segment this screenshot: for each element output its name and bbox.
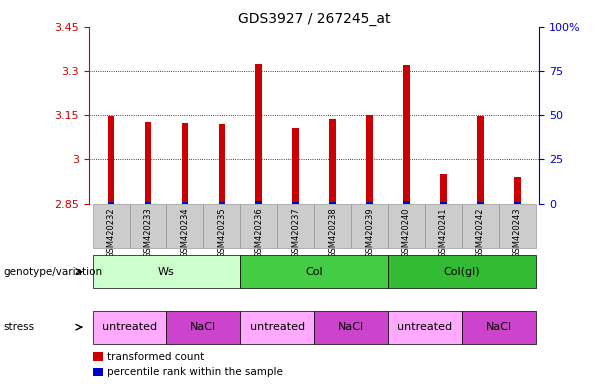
Text: GSM420238: GSM420238 <box>328 207 337 258</box>
Text: GSM420242: GSM420242 <box>476 207 485 258</box>
Bar <box>329 202 336 204</box>
Text: Col: Col <box>305 266 323 277</box>
Bar <box>366 202 373 204</box>
Bar <box>292 202 299 204</box>
Bar <box>240 204 277 248</box>
Bar <box>181 123 188 204</box>
Text: GSM420235: GSM420235 <box>218 207 226 258</box>
Bar <box>314 311 388 344</box>
Bar <box>403 201 410 204</box>
Bar <box>108 116 115 204</box>
Text: GSM420237: GSM420237 <box>291 207 300 258</box>
Bar <box>181 202 188 204</box>
Text: GSM420234: GSM420234 <box>180 207 189 258</box>
Text: percentile rank within the sample: percentile rank within the sample <box>107 367 283 377</box>
Text: NaCl: NaCl <box>338 322 364 333</box>
Text: genotype/variation: genotype/variation <box>3 266 102 277</box>
Text: stress: stress <box>3 322 34 333</box>
Text: NaCl: NaCl <box>485 322 512 333</box>
Bar <box>314 204 351 248</box>
Text: transformed count: transformed count <box>107 352 204 362</box>
Bar <box>403 65 410 204</box>
Text: GSM420241: GSM420241 <box>439 207 448 258</box>
Bar <box>256 201 262 204</box>
Text: GSM420236: GSM420236 <box>254 207 263 258</box>
Bar <box>240 255 388 288</box>
Text: Col(gl): Col(gl) <box>444 266 480 277</box>
Text: GSM420243: GSM420243 <box>513 207 522 258</box>
Text: untreated: untreated <box>102 322 157 333</box>
Bar <box>388 311 462 344</box>
Bar <box>366 115 373 204</box>
Bar <box>93 204 129 248</box>
Bar <box>514 202 520 204</box>
Bar <box>388 255 536 288</box>
Bar <box>477 202 484 204</box>
Bar <box>440 202 447 204</box>
Bar <box>514 177 520 204</box>
Text: GSM420232: GSM420232 <box>107 207 115 258</box>
Bar <box>218 124 225 204</box>
Bar <box>440 174 447 204</box>
Bar <box>462 204 499 248</box>
Title: GDS3927 / 267245_at: GDS3927 / 267245_at <box>238 12 390 26</box>
Text: NaCl: NaCl <box>190 322 216 333</box>
Bar <box>351 204 388 248</box>
Bar <box>93 311 167 344</box>
Text: untreated: untreated <box>397 322 452 333</box>
Text: Ws: Ws <box>158 266 175 277</box>
Bar <box>256 64 262 204</box>
Bar <box>240 311 314 344</box>
Bar <box>277 204 314 248</box>
Text: untreated: untreated <box>249 322 305 333</box>
Bar <box>499 204 536 248</box>
Text: GSM420239: GSM420239 <box>365 207 374 258</box>
Bar <box>93 255 240 288</box>
Bar <box>108 202 115 204</box>
Bar <box>129 204 167 248</box>
Bar <box>218 202 225 204</box>
Bar <box>204 204 240 248</box>
Bar <box>388 204 425 248</box>
Bar <box>93 352 104 361</box>
Bar <box>292 129 299 204</box>
Bar <box>167 204 204 248</box>
Text: GSM420233: GSM420233 <box>143 207 153 258</box>
Bar <box>425 204 462 248</box>
Bar <box>145 122 151 204</box>
Bar <box>477 116 484 204</box>
Bar <box>167 311 240 344</box>
Bar <box>462 311 536 344</box>
Text: GSM420240: GSM420240 <box>402 207 411 258</box>
Bar <box>329 119 336 204</box>
Bar <box>145 202 151 204</box>
Bar <box>93 367 104 376</box>
